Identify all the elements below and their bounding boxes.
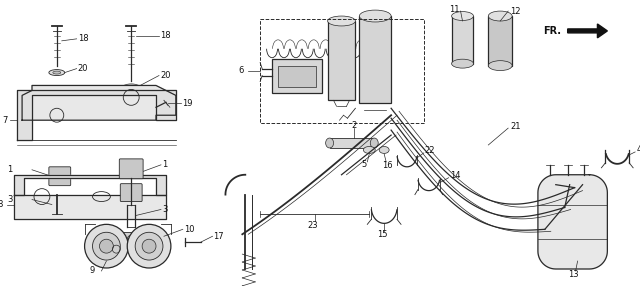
Text: FR.: FR. xyxy=(543,26,561,36)
Polygon shape xyxy=(568,24,607,38)
Bar xyxy=(330,138,374,148)
Bar xyxy=(272,59,322,93)
Ellipse shape xyxy=(53,71,61,74)
Text: 10: 10 xyxy=(184,225,195,234)
FancyBboxPatch shape xyxy=(119,159,143,179)
Ellipse shape xyxy=(360,10,391,22)
Ellipse shape xyxy=(364,146,375,154)
Bar xyxy=(260,19,424,123)
FancyBboxPatch shape xyxy=(120,184,142,201)
Ellipse shape xyxy=(452,11,474,20)
Ellipse shape xyxy=(371,138,378,148)
Text: 3: 3 xyxy=(162,205,167,214)
Bar xyxy=(488,16,512,66)
Polygon shape xyxy=(538,175,607,269)
Text: 1: 1 xyxy=(162,160,167,169)
Text: 16: 16 xyxy=(382,161,393,170)
Text: 1: 1 xyxy=(7,165,12,174)
Text: 7: 7 xyxy=(3,116,8,125)
Circle shape xyxy=(84,224,128,268)
Text: 17: 17 xyxy=(214,232,224,241)
Text: 23: 23 xyxy=(308,221,319,230)
Bar xyxy=(278,66,316,88)
Text: 13: 13 xyxy=(568,270,579,280)
Text: 12: 12 xyxy=(510,7,521,15)
Text: 14: 14 xyxy=(450,171,460,180)
Ellipse shape xyxy=(122,84,140,91)
Text: 8: 8 xyxy=(0,200,3,209)
Text: 2: 2 xyxy=(351,121,356,130)
Bar xyxy=(328,21,355,100)
Text: 11: 11 xyxy=(449,5,459,13)
Text: 5: 5 xyxy=(362,160,367,169)
Polygon shape xyxy=(14,175,166,195)
Text: 22: 22 xyxy=(425,146,435,156)
Bar xyxy=(452,16,474,64)
Circle shape xyxy=(127,224,171,268)
Ellipse shape xyxy=(127,86,136,89)
Circle shape xyxy=(93,232,120,260)
Text: 18: 18 xyxy=(77,34,88,43)
Circle shape xyxy=(99,239,113,253)
Text: 20: 20 xyxy=(77,64,88,73)
Ellipse shape xyxy=(488,11,512,21)
Ellipse shape xyxy=(452,59,474,68)
Polygon shape xyxy=(17,90,176,140)
Text: 6: 6 xyxy=(238,66,244,75)
Text: 15: 15 xyxy=(377,230,388,239)
Ellipse shape xyxy=(380,146,389,154)
Polygon shape xyxy=(22,86,176,120)
Ellipse shape xyxy=(328,16,355,26)
Circle shape xyxy=(142,239,156,253)
Bar xyxy=(124,232,139,246)
Polygon shape xyxy=(14,195,166,219)
Ellipse shape xyxy=(488,61,512,71)
Text: 18: 18 xyxy=(160,31,171,40)
Text: 20: 20 xyxy=(160,71,170,80)
Ellipse shape xyxy=(49,69,65,75)
Circle shape xyxy=(135,232,163,260)
Text: 3: 3 xyxy=(7,195,13,204)
Text: 19: 19 xyxy=(182,99,192,108)
Ellipse shape xyxy=(326,138,333,148)
FancyBboxPatch shape xyxy=(49,167,70,186)
Text: 9: 9 xyxy=(90,266,95,276)
Text: 21: 21 xyxy=(510,122,521,131)
Bar xyxy=(360,16,391,103)
Text: 4: 4 xyxy=(636,146,640,154)
